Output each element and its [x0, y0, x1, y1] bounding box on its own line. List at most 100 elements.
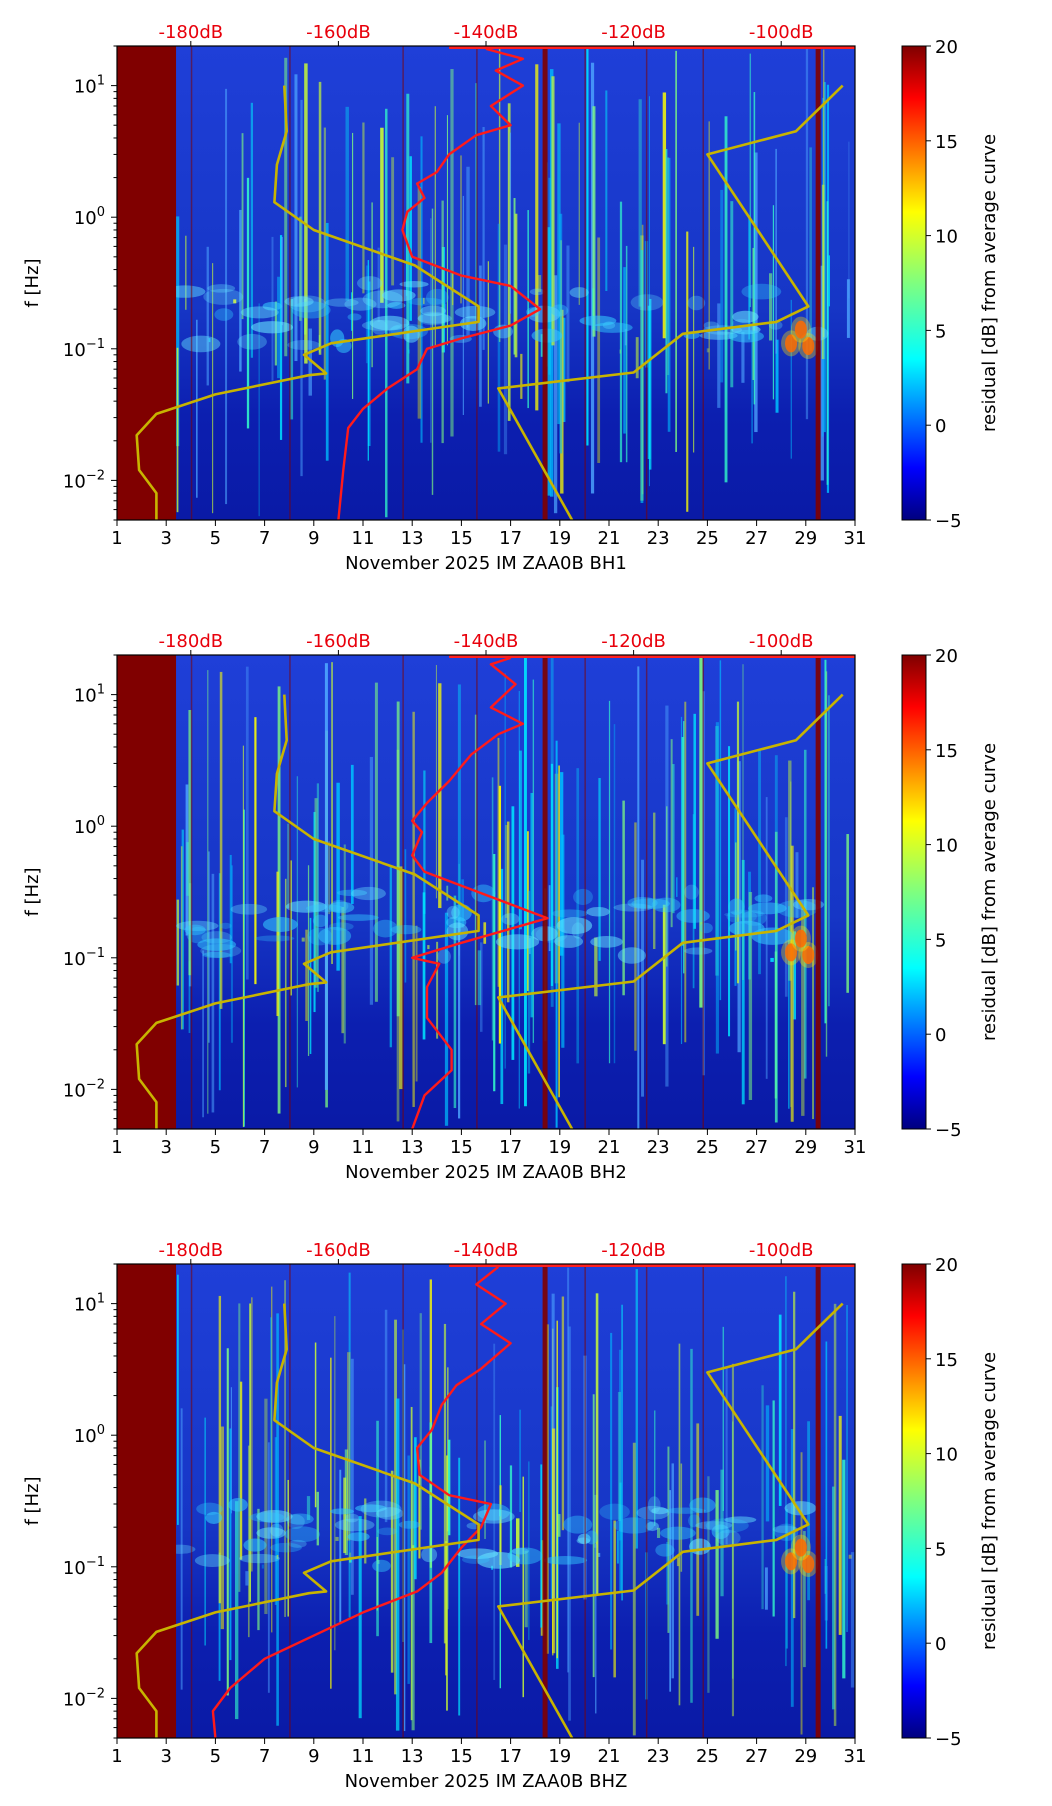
heatmap-streak — [250, 102, 254, 358]
colorbar-label: residual [dB] from average curve — [979, 743, 1000, 1041]
heatmap-streak — [715, 726, 719, 976]
x-tick-label: 3 — [160, 1137, 171, 1158]
heatmap-streak — [730, 201, 734, 388]
heatmap-streak — [764, 1567, 768, 1610]
colorbar-gradient — [901, 1263, 927, 1739]
y-tick-base: 10 — [74, 1295, 97, 1316]
heatmap-blob — [286, 1513, 314, 1525]
heatmap-blob — [390, 925, 422, 935]
x-tick-label: 7 — [259, 1137, 270, 1158]
top-axis: -180dB -160dB -140dB -120dB -100dB — [158, 22, 814, 46]
heatmap-streak — [715, 722, 719, 1054]
heatmap-streak — [680, 716, 683, 1045]
heatmap-blob — [687, 295, 706, 311]
heatmap-blob — [318, 926, 352, 945]
heatmap-streak — [683, 721, 685, 974]
heatmap-blob — [387, 301, 406, 309]
heatmap-streak — [641, 859, 644, 1097]
heatmap-streak — [719, 660, 722, 1001]
heatmap-blob — [285, 900, 327, 913]
heatmap-streak — [623, 267, 626, 434]
heatmap-streak — [532, 679, 535, 1043]
colorbar-tick-label: 20 — [935, 646, 958, 667]
data-gap-line — [542, 655, 548, 1129]
heatmap-hotspot — [794, 929, 807, 948]
heatmap-streak — [180, 1408, 183, 1690]
colorbar-tick-label: 15 — [935, 1350, 958, 1371]
heatmap-streak — [594, 1494, 598, 1548]
colorbar-tick-label: −5 — [935, 1120, 962, 1141]
heatmap-streak — [848, 141, 850, 299]
x-tick-label: 31 — [844, 528, 867, 549]
data-gap-line — [402, 46, 404, 520]
heatmap-blob — [695, 1521, 733, 1530]
heatmap-hotspot — [794, 320, 807, 339]
heatmap-streak — [316, 783, 319, 992]
data-gap-line — [645, 1264, 648, 1738]
heatmap-streak — [635, 337, 639, 379]
data-gap-line — [190, 1264, 193, 1738]
x-tick-label: 1 — [111, 1746, 122, 1767]
heatmap-streak — [520, 353, 523, 399]
y-tick-base: 10 — [74, 817, 97, 838]
heatmap-hotspot — [802, 1555, 815, 1574]
heatmap-blob — [351, 886, 386, 901]
heatmap-streak — [812, 887, 814, 1120]
heatmap-streak — [241, 133, 244, 320]
data-gap-line — [702, 1264, 704, 1738]
heatmap-hotspot — [802, 337, 815, 356]
heatmap-streak — [261, 1564, 264, 1569]
top-tick-label: -100dB — [749, 22, 814, 43]
heatmap-streak — [229, 854, 232, 964]
heatmap-streak — [431, 208, 434, 495]
heatmap-blob — [238, 1553, 280, 1564]
data-gap-line — [190, 46, 193, 520]
heatmap-streak — [770, 957, 774, 962]
heatmap-streak — [497, 223, 501, 452]
heatmap-streak — [301, 937, 305, 942]
heatmap-streak — [258, 303, 260, 517]
y-tick-base: 10 — [63, 471, 86, 492]
heatmap-streak — [479, 265, 482, 407]
heatmap-streak — [610, 1332, 613, 1650]
top-tick-label: -160dB — [306, 22, 371, 43]
y-tick-label: 10−1 — [63, 946, 105, 970]
heatmap-streak — [218, 1552, 221, 1681]
colorbar-tick-label: 20 — [935, 37, 958, 58]
heatmap-streak — [284, 57, 288, 357]
x-tick-label: 17 — [499, 1137, 522, 1158]
y-tick-label: 101 — [74, 74, 105, 98]
y-tick-label: 100 — [74, 205, 105, 229]
heatmap-streak — [343, 844, 346, 1044]
heatmap-blob — [372, 1559, 391, 1573]
data-gap-line — [542, 46, 548, 520]
heatmap-streak — [838, 1415, 842, 1635]
data-gap-line — [402, 655, 404, 1129]
heatmap-blob — [437, 949, 451, 964]
heatmap-blob — [337, 914, 379, 921]
heatmap-hotspot — [785, 943, 798, 962]
heatmap-blob — [262, 917, 298, 932]
heatmap-streak — [788, 760, 792, 981]
heatmap-streak — [404, 849, 407, 983]
heatmap-streak — [820, 265, 824, 481]
heatmap-blob — [728, 898, 745, 916]
heatmap-blob — [194, 1554, 230, 1567]
data-gap-line — [815, 655, 821, 1129]
x-tick-label: 11 — [352, 1137, 375, 1158]
heatmap-streak — [479, 942, 483, 1032]
heatmap-blob — [613, 1517, 655, 1534]
heatmap-streak — [274, 301, 277, 366]
heatmap-streak — [825, 1341, 828, 1649]
heatmap-streak — [352, 132, 354, 399]
red-psd-curve — [337, 47, 542, 520]
heatmap-streak — [681, 737, 684, 946]
top-tick-label: -140dB — [454, 22, 519, 43]
heatmap-streak — [323, 127, 326, 380]
colorbar-label: residual [dB] from average curve — [979, 134, 1000, 432]
heatmap-streak — [537, 275, 542, 292]
heatmap-streak — [412, 711, 415, 1108]
x-axis: 1 3 5 7 9 11 13 15 17 19 21 23 25 27 29 31 — [111, 520, 866, 549]
